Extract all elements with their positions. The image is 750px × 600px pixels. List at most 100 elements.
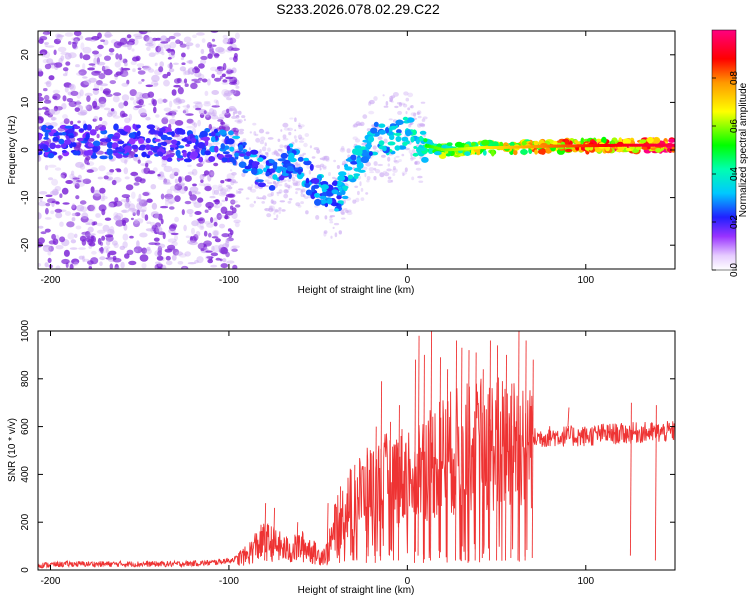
- spectrogram-blob: [192, 34, 197, 39]
- spectrogram-blob: [279, 200, 286, 203]
- spectrogram-ridge-blob: [272, 174, 278, 180]
- spectrogram-ridge-blob: [181, 138, 188, 142]
- spectrogram-blob: [183, 224, 187, 232]
- spectrogram-core: [587, 144, 590, 148]
- spectrogram-blob: [309, 145, 312, 149]
- spectrogram-blob: [227, 90, 237, 95]
- spectrogram-ridge-blob: [601, 136, 607, 144]
- spectrogram-core: [653, 143, 656, 147]
- spectrogram-blob: [354, 138, 361, 143]
- spectrogram-blob: [43, 99, 52, 104]
- spectrogram-blob: [276, 192, 280, 197]
- spectrogram-core: [468, 147, 471, 150]
- spectrogram-core: [509, 145, 512, 149]
- spectrogram-blob: [352, 136, 358, 140]
- spectrogram-blob: [160, 35, 168, 43]
- spectrogram-blob: [346, 211, 353, 216]
- spectrogram-blob: [113, 41, 122, 49]
- spectrogram-blob: [215, 100, 219, 107]
- spectrogram-blob: [286, 184, 291, 189]
- spectrogram-core: [544, 144, 547, 148]
- colorbar-ticks: 0.0 0.2 0.4 0.6 0.8: [712, 71, 740, 277]
- spectrogram-ridge-blob: [239, 153, 245, 157]
- spectrogram-core: [482, 146, 485, 150]
- spectrogram-blob: [250, 188, 257, 193]
- spectrogram-blob: [220, 263, 229, 269]
- spectrogram-blob: [203, 102, 211, 107]
- spectrogram-blob: [197, 242, 206, 250]
- spectrogram-blob: [110, 108, 115, 112]
- spectrogram-blob: [39, 191, 48, 195]
- spectrogram-blob: [160, 205, 169, 209]
- spectrogram-blob: [383, 170, 388, 174]
- spectrogram-blob: [340, 209, 345, 215]
- spectrogram-blob: [259, 140, 265, 145]
- spectrogram-blob: [155, 261, 161, 265]
- spectrogram-blob: [105, 248, 109, 254]
- spectrogram-blob: [183, 36, 192, 43]
- spectrogram-blob: [151, 202, 158, 210]
- spectrogram-blob: [214, 199, 220, 205]
- spectrogram-blob: [92, 221, 98, 226]
- spectrogram-ridge-blob: [288, 152, 295, 160]
- spectrogram-ridge-blob: [445, 153, 451, 157]
- spectrogram-core: [591, 144, 594, 148]
- spectrogram-blob: [221, 233, 230, 238]
- spectrogram-blob: [168, 35, 176, 40]
- spectrogram-core: [621, 143, 624, 147]
- spectrogram-blob: [160, 193, 165, 200]
- spectrogram-blob: [248, 147, 251, 151]
- spectrogram-ridge-blob: [134, 154, 139, 158]
- spectrogram-blob: [132, 212, 136, 217]
- spectrogram-blob: [45, 194, 53, 198]
- spectrogram-ridge-blob: [482, 150, 487, 156]
- spectrogram-blob: [64, 32, 74, 37]
- spectrogram-blob: [418, 180, 424, 183]
- spectrogram-blob: [157, 231, 165, 236]
- spectrogram-blob: [278, 207, 282, 210]
- spectrogram-blob: [42, 31, 51, 35]
- spectrogram-blob: [197, 197, 204, 203]
- spectrogram-core: [601, 144, 604, 147]
- spectrogram-blob: [122, 241, 128, 249]
- spectrogram-core: [521, 145, 524, 149]
- spectrogram-blob: [132, 56, 140, 62]
- spectrogram-blob: [226, 67, 232, 72]
- spectrogram-blob: [224, 210, 234, 216]
- spectrogram-blob: [343, 208, 348, 211]
- snr-spike: [467, 350, 470, 563]
- spectrogram-core: [435, 146, 439, 150]
- spectrogram-blob: [120, 156, 129, 164]
- spectrogram-blob: [220, 187, 229, 193]
- spectrogram-ridge-blob: [303, 160, 312, 166]
- spectrogram-core: [550, 144, 553, 148]
- spectrogram-core: [462, 147, 465, 151]
- spectrogram-ridge-blob: [171, 139, 178, 145]
- spectrogram-core: [525, 145, 528, 149]
- spectrogram-blob: [283, 127, 290, 131]
- spectrogram-blob: [108, 202, 115, 208]
- spectrogram-blob: [173, 84, 181, 88]
- spectrogram-blob: [186, 125, 195, 129]
- colorbar-tick-label: 0.0: [729, 263, 740, 277]
- spectrogram-blob: [151, 74, 160, 82]
- spectrogram-blob: [177, 261, 184, 265]
- spectrogram-blob: [421, 118, 426, 122]
- spectrogram-blob: [221, 73, 226, 78]
- spectrogram-blob: [123, 100, 129, 107]
- spectrogram-blob: [279, 144, 284, 148]
- spectrogram-blob: [46, 58, 54, 64]
- spectrogram-ridge-blob: [90, 154, 98, 159]
- spectrogram-blob: [228, 186, 233, 190]
- spectrogram-blob: [194, 211, 202, 215]
- spectrogram-blob: [182, 266, 187, 269]
- spectrogram-ridge-blob: [255, 179, 264, 183]
- spectrogram-core: [628, 143, 631, 147]
- spectrogram-blob: [208, 205, 212, 211]
- spectrogram-blob: [386, 168, 392, 172]
- spectrogram-blob: [133, 33, 143, 38]
- snr-spike: [264, 503, 267, 561]
- spectrogram-blob: [157, 261, 162, 267]
- spectrogram-ridge-blob: [154, 138, 161, 142]
- spectrogram-blob: [145, 228, 154, 232]
